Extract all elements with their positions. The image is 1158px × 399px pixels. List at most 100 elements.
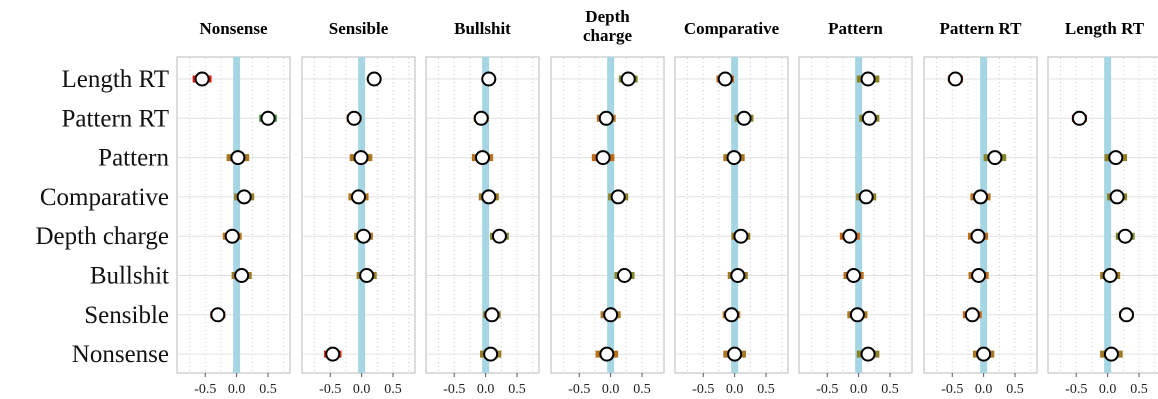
estimate-point bbox=[618, 269, 631, 282]
panel: Sensible -0.5 0.0 0.5 bbox=[302, 19, 415, 397]
x-tick-label: -0.5 bbox=[1065, 382, 1087, 397]
panel: Length RT -0.5 0.0 0.5 bbox=[1048, 19, 1158, 397]
zero-reference-band bbox=[731, 57, 738, 373]
estimate-point bbox=[1120, 308, 1133, 321]
x-tick-label: 0.0 bbox=[1099, 382, 1117, 397]
estimate-point bbox=[862, 348, 875, 361]
x-tick-label: 0.0 bbox=[228, 382, 246, 397]
estimate-point bbox=[843, 230, 856, 243]
panel: Comparative -0.5 0.0 0.5 bbox=[675, 19, 788, 397]
x-tick-label: 0.5 bbox=[508, 382, 526, 397]
estimate-point bbox=[262, 112, 275, 125]
estimate-point bbox=[600, 348, 613, 361]
estimate-point bbox=[622, 73, 635, 86]
panel-title: Bullshit bbox=[454, 19, 511, 38]
estimate-point bbox=[226, 230, 239, 243]
estimate-point bbox=[484, 348, 497, 361]
zero-reference-band bbox=[855, 57, 862, 373]
x-tick-label: -0.5 bbox=[319, 382, 341, 397]
panel-frame bbox=[1048, 57, 1158, 373]
x-tick-label: -0.5 bbox=[194, 382, 216, 397]
x-tick-label: 0.5 bbox=[384, 382, 402, 397]
estimate-point bbox=[1109, 151, 1122, 164]
panel-title: Sensible bbox=[329, 19, 389, 38]
panel: Depth charge -0.5 0.0 0.5 bbox=[551, 7, 664, 397]
x-tick-label: -0.5 bbox=[443, 382, 465, 397]
x-tick-label: 0.0 bbox=[726, 382, 744, 397]
x-tick-label: 0.5 bbox=[633, 382, 651, 397]
estimate-point bbox=[1111, 190, 1124, 203]
estimate-point bbox=[604, 308, 617, 321]
estimate-point bbox=[597, 151, 610, 164]
estimate-point bbox=[966, 308, 979, 321]
panel-title: Pattern bbox=[828, 19, 883, 38]
panel: Nonsense -0.5 0.0 0.5 bbox=[177, 19, 290, 397]
panel: Bullshit -0.5 0.0 0.5 bbox=[426, 19, 539, 397]
estimate-point bbox=[977, 348, 990, 361]
estimate-point bbox=[348, 112, 361, 125]
estimate-point bbox=[482, 190, 495, 203]
row-label: Pattern bbox=[98, 145, 169, 172]
zero-reference-band bbox=[980, 57, 987, 373]
estimate-point bbox=[485, 308, 498, 321]
panel-title: Length RT bbox=[1065, 19, 1145, 38]
row-label: Comparative bbox=[40, 184, 169, 211]
estimate-point bbox=[600, 112, 613, 125]
estimate-point bbox=[860, 190, 873, 203]
estimate-point bbox=[355, 151, 368, 164]
estimate-point bbox=[851, 308, 864, 321]
estimate-point bbox=[231, 151, 244, 164]
estimate-point bbox=[612, 190, 625, 203]
row-label: Depth charge bbox=[35, 223, 169, 250]
estimate-point bbox=[725, 308, 738, 321]
estimate-point bbox=[731, 269, 744, 282]
estimate-point bbox=[493, 230, 506, 243]
row-label: Sensible bbox=[84, 302, 169, 329]
x-tick-label: 0.5 bbox=[1006, 382, 1024, 397]
estimate-point bbox=[475, 112, 488, 125]
x-tick-label: 0.5 bbox=[881, 382, 899, 397]
zero-reference-band bbox=[482, 57, 489, 373]
x-tick-label: 0.0 bbox=[353, 382, 371, 397]
row-label: Length RT bbox=[61, 66, 169, 93]
panel-title: Nonsense bbox=[199, 19, 267, 38]
estimate-point bbox=[196, 73, 209, 86]
zero-reference-band bbox=[607, 57, 614, 373]
row-label: Bullshit bbox=[90, 263, 169, 290]
x-tick-label: 0.0 bbox=[850, 382, 868, 397]
zero-reference-band bbox=[1104, 57, 1111, 373]
estimate-point bbox=[949, 73, 962, 86]
estimate-point bbox=[734, 230, 747, 243]
estimate-point bbox=[863, 112, 876, 125]
panel: Pattern -0.5 0.0 0.5 bbox=[799, 19, 912, 397]
panel: Pattern RT -0.5 0.0 0.5 bbox=[924, 19, 1037, 397]
x-tick-label: 0.0 bbox=[975, 382, 993, 397]
estimate-point bbox=[326, 348, 339, 361]
row-label: Nonsense bbox=[72, 341, 169, 368]
estimate-point bbox=[974, 190, 987, 203]
estimate-point bbox=[1104, 269, 1117, 282]
estimate-point bbox=[728, 151, 741, 164]
x-tick-label: -0.5 bbox=[568, 382, 590, 397]
estimate-point bbox=[360, 269, 373, 282]
estimate-point bbox=[235, 269, 248, 282]
estimate-point bbox=[1105, 348, 1118, 361]
x-tick-label: 0.5 bbox=[259, 382, 277, 397]
estimate-point bbox=[482, 73, 495, 86]
zero-reference-band bbox=[233, 57, 240, 373]
panel-title: Pattern RT bbox=[939, 19, 1022, 38]
estimate-point bbox=[357, 230, 370, 243]
x-tick-label: 0.0 bbox=[477, 382, 495, 397]
row-label: Pattern RT bbox=[61, 105, 169, 132]
estimate-point bbox=[211, 308, 224, 321]
estimate-point bbox=[847, 269, 860, 282]
estimate-point bbox=[738, 112, 751, 125]
zero-reference-band bbox=[358, 57, 365, 373]
estimate-point bbox=[728, 348, 741, 361]
x-tick-label: -0.5 bbox=[816, 382, 838, 397]
x-tick-label: 0.5 bbox=[757, 382, 775, 397]
estimate-point bbox=[238, 190, 251, 203]
estimate-point bbox=[862, 73, 875, 86]
estimate-point bbox=[1119, 230, 1132, 243]
